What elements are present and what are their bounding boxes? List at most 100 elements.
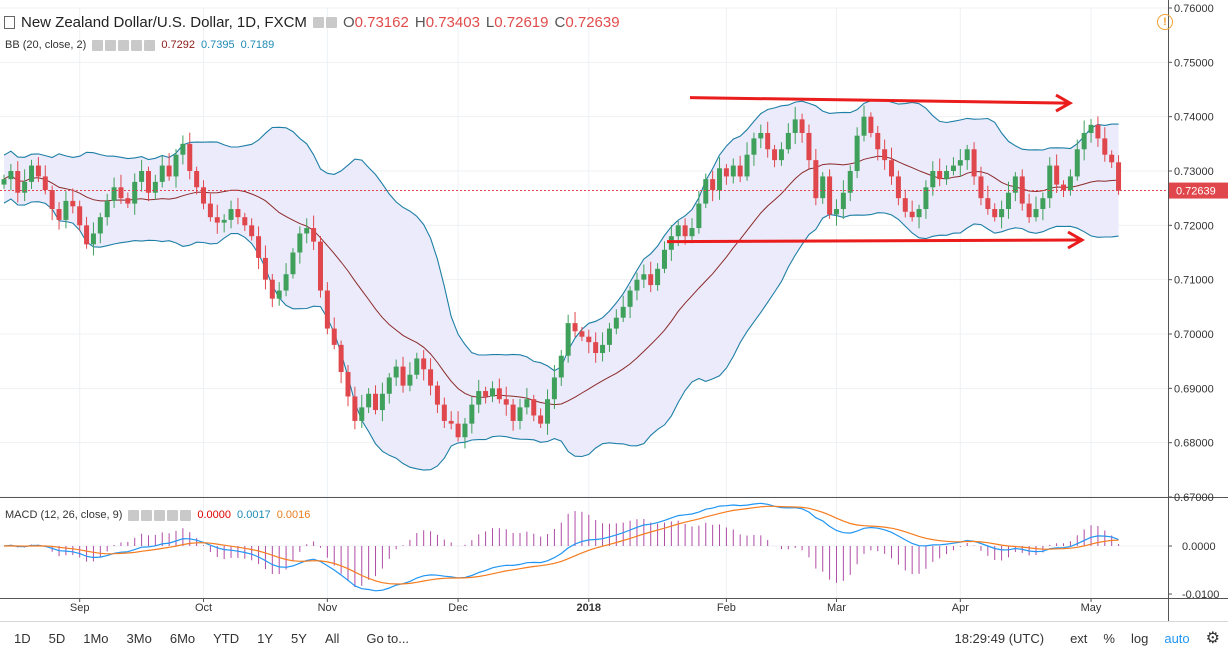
candle-body [35, 165, 41, 177]
candle-body [469, 404, 475, 424]
candle-body [304, 228, 310, 234]
log-toggle[interactable]: log [1130, 630, 1149, 646]
macd-name[interactable]: MACD (12, 26, close, 9) [5, 509, 123, 521]
more-icon[interactable] [167, 509, 179, 521]
close-label: C [554, 14, 566, 31]
candle-body [1054, 165, 1060, 185]
alert-icon[interactable]: ! [1157, 14, 1173, 30]
candle-body [317, 241, 323, 291]
candle-body [1, 179, 7, 185]
close-icon[interactable] [144, 39, 156, 51]
macd-line [3, 502, 1119, 592]
candle-body [950, 165, 956, 171]
goto-button[interactable]: Go to... [366, 630, 410, 646]
tf-1d[interactable]: 1D [14, 630, 31, 646]
candle-body [661, 249, 667, 269]
candle-body [125, 198, 131, 204]
tf-5y[interactable]: 5Y [291, 630, 307, 646]
candle-body [1019, 176, 1025, 204]
x-tick-label: Feb [717, 602, 736, 614]
tf-ytd[interactable]: YTD [213, 630, 240, 646]
candle-body [751, 138, 757, 155]
candle-body [111, 187, 117, 201]
candle-body [276, 290, 282, 299]
bb-buttons[interactable] [92, 39, 156, 51]
source-icon[interactable] [118, 39, 130, 51]
candle-body [145, 171, 151, 193]
candle-body [84, 225, 90, 245]
candle-body [63, 200, 69, 220]
menu-icon[interactable] [4, 16, 15, 29]
macd-buttons[interactable] [128, 509, 192, 521]
ext-toggle[interactable]: ext [1070, 630, 1088, 646]
candle-body [421, 358, 427, 370]
settings-icon[interactable] [325, 17, 337, 28]
candle-body [579, 331, 585, 337]
candle-body [551, 377, 557, 400]
macd-signal-value: 0.0016 [276, 509, 311, 521]
candle-body [180, 143, 186, 155]
candle-body [1026, 203, 1032, 218]
x-tick-label: Oct [195, 602, 212, 614]
auto-toggle[interactable]: auto [1164, 630, 1190, 646]
candle-body [710, 179, 716, 191]
source-icon[interactable] [154, 509, 166, 521]
candle-body [1040, 198, 1046, 210]
tf-5d[interactable]: 5D [48, 630, 66, 646]
symbol-title[interactable]: New Zealand Dollar/U.S. Dollar, 1D, FXCM [21, 14, 307, 31]
candle-body [765, 132, 771, 150]
candle-body [132, 181, 138, 204]
tf-all[interactable]: All [324, 630, 340, 646]
candle-body [902, 198, 908, 212]
bb-name[interactable]: BB (20, close, 2) [5, 39, 87, 51]
candle-body [290, 252, 296, 275]
candle-body [1109, 154, 1115, 163]
close-icon[interactable] [180, 509, 192, 521]
gear-icon[interactable]: ⚙ [1205, 630, 1220, 647]
eye-icon[interactable] [128, 509, 140, 521]
y-tick-label: 0.71000 [1174, 275, 1214, 287]
candle-body [70, 200, 76, 207]
percent-toggle[interactable]: % [1103, 630, 1115, 646]
eye-icon[interactable] [312, 17, 324, 28]
open-label: O [342, 14, 355, 31]
x-tick-label: Sep [70, 602, 90, 614]
candle-body [1116, 162, 1122, 191]
candle-body [207, 203, 213, 218]
macd-signal-line [3, 505, 1119, 585]
close-value: 0.72639 [565, 14, 620, 31]
candle-body [517, 407, 523, 421]
clock-time: 18:29:49 (UTC) [954, 630, 1045, 646]
candle-body [166, 165, 172, 177]
candle-body [77, 206, 83, 226]
candle-body [978, 176, 984, 199]
candle-body [1047, 165, 1053, 199]
candle-body [379, 393, 385, 411]
candle-body [641, 274, 647, 280]
y-tick-label: 0.76000 [1174, 3, 1214, 15]
candle-body [930, 171, 936, 188]
eye-icon[interactable] [92, 39, 104, 51]
header-buttons[interactable] [312, 17, 337, 28]
candle-body [283, 274, 289, 291]
candle-body [428, 369, 434, 386]
candle-body [496, 388, 502, 400]
candle-body [572, 323, 578, 332]
tf-1y[interactable]: 1Y [257, 630, 274, 646]
more-icon[interactable] [131, 39, 143, 51]
candle-body [49, 190, 55, 210]
candle-body [944, 171, 950, 180]
y-tick-label: 0.70000 [1174, 329, 1214, 341]
tf-6mo[interactable]: 6Mo [169, 630, 196, 646]
candle-body [524, 399, 530, 408]
lower-trend-arrow-head [1067, 230, 1086, 250]
tf-1mo[interactable]: 1Mo [83, 630, 109, 646]
candle-body [758, 132, 764, 139]
tf-3mo[interactable]: 3Mo [126, 630, 152, 646]
candle-body [393, 366, 399, 378]
settings-icon[interactable] [141, 509, 153, 521]
settings-icon[interactable] [105, 39, 117, 51]
chart-header: New Zealand Dollar/U.S. Dollar, 1D, FXCM… [4, 14, 620, 31]
candle-body [262, 257, 268, 280]
